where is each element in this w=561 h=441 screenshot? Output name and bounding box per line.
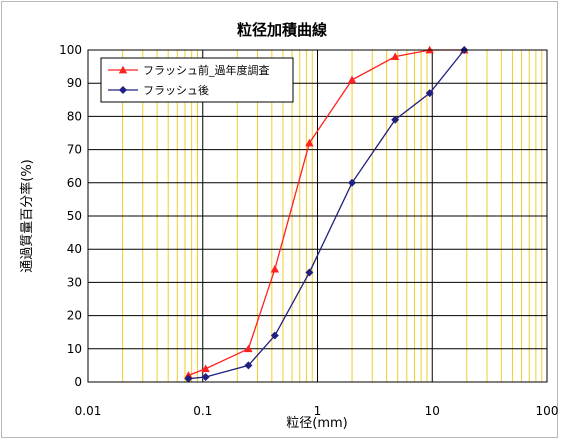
- data-point-triangle: [270, 264, 280, 273]
- y-tick-label: 90: [67, 76, 82, 90]
- x-tick-label: 0.01: [75, 404, 102, 418]
- x-axis-title: 粒径(mm): [286, 416, 347, 431]
- legend-label: フラッシュ前_過年度調査: [143, 63, 270, 77]
- x-tick-label: 100: [536, 404, 559, 418]
- legend-label: フラッシュ後: [143, 83, 209, 97]
- y-tick-label: 80: [67, 109, 82, 123]
- data-point-diamond: [244, 361, 253, 370]
- data-point-triangle: [118, 65, 128, 74]
- y-tick-label: 50: [67, 209, 82, 223]
- data-point-diamond: [305, 268, 314, 277]
- y-tick-label: 60: [67, 176, 82, 190]
- data-point-diamond: [425, 89, 434, 98]
- data-point-diamond: [348, 178, 357, 187]
- data-point-triangle: [305, 138, 314, 147]
- legend-entry: フラッシュ後: [108, 83, 209, 97]
- data-point-diamond: [184, 374, 193, 383]
- plot-border: [87, 49, 548, 383]
- data-point-triangle: [390, 52, 400, 60]
- data-point-triangle: [347, 75, 357, 84]
- y-tick-label: 20: [67, 309, 82, 323]
- data-point-triangle: [201, 364, 210, 373]
- x-tick-label: 10: [425, 404, 440, 418]
- data-point-diamond: [119, 86, 127, 94]
- y-axis-title: 通過質量百分率(%): [19, 159, 35, 273]
- x-tick-label: 0.1: [193, 404, 212, 418]
- y-tick-label: 0: [74, 375, 82, 389]
- chart-title: 粒径加積曲線: [237, 21, 327, 39]
- y-tick-label: 30: [67, 275, 82, 289]
- x-tick-labels: 0.01 0.1 1 10 100: [75, 404, 559, 418]
- data-point-diamond: [201, 373, 210, 382]
- legend-box: [100, 57, 294, 103]
- y-tick-label: 100: [59, 43, 82, 57]
- y-tick-label: 70: [67, 143, 82, 157]
- series-2: [184, 46, 469, 383]
- y-tick-label: 10: [67, 342, 82, 356]
- x-tick-label: 1: [314, 404, 322, 418]
- y-tick-label: 40: [67, 242, 82, 256]
- data-point-triangle: [244, 344, 253, 353]
- y-tick-labels: 0 10 20 30 40 50 60 70 80 90 100: [59, 43, 82, 389]
- data-point-diamond: [391, 115, 400, 124]
- legend-entry: フラッシュ前_過年度調査: [108, 63, 270, 77]
- data-point-diamond: [270, 331, 279, 340]
